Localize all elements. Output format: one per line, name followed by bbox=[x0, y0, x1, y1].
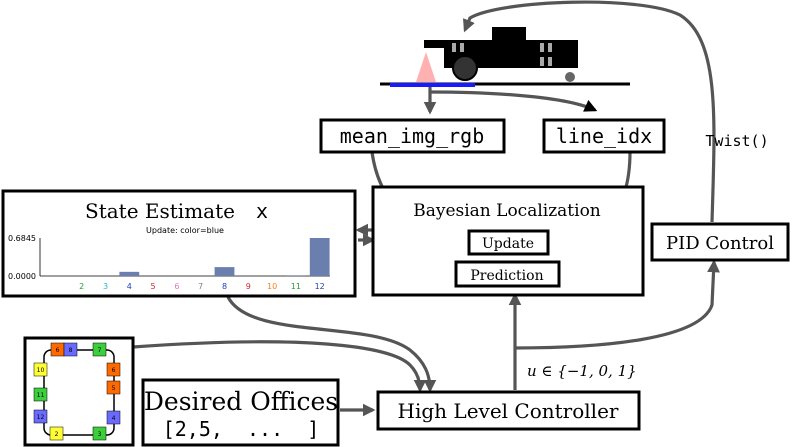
office-tile-label: 7 bbox=[98, 347, 102, 354]
high-level-controller-node: High Level Controller bbox=[376, 390, 641, 431]
office-tile bbox=[33, 387, 48, 402]
chart-title: Update: color=blue bbox=[146, 226, 224, 235]
bayesian-localization-panel: Bayesian Localization Update Prediction bbox=[371, 185, 645, 297]
desired-offices-list: [2,5, ... ] bbox=[163, 417, 320, 441]
arrow-state-to-controller bbox=[226, 296, 437, 393]
histogram-x-tick: 2 bbox=[79, 282, 84, 291]
line-idx-label: line_idx bbox=[556, 124, 652, 148]
office-tile bbox=[33, 362, 48, 377]
office-tile bbox=[106, 410, 121, 425]
prediction-label: Prediction bbox=[470, 268, 543, 284]
office-tile-label: 8 bbox=[69, 347, 73, 354]
robot-illustration bbox=[380, 27, 630, 87]
robot-caster bbox=[565, 72, 575, 82]
office-tile-label: 6 bbox=[56, 347, 60, 354]
office-tile-label: 2 bbox=[55, 431, 59, 438]
sensor-mount bbox=[424, 40, 444, 48]
histogram-bar bbox=[286, 275, 306, 276]
office-tile-label: 11 bbox=[37, 392, 45, 399]
office-tile bbox=[63, 342, 78, 357]
office-tile-label: 12 bbox=[37, 414, 45, 421]
histogram-bar bbox=[309, 238, 330, 276]
histogram-x-tick: 4 bbox=[127, 282, 132, 291]
robot-top bbox=[492, 27, 526, 41]
arrow-robot-to-line-idx bbox=[429, 90, 598, 112]
office-tile-label: 4 bbox=[112, 415, 116, 422]
pid-label: PID Control bbox=[666, 233, 774, 254]
controller-label: High Level Controller bbox=[398, 399, 619, 423]
update-label: Update bbox=[482, 236, 534, 252]
office-map: 6 8 7 10 6 5 11 12 4 2 3 bbox=[23, 336, 135, 447]
mean-img-rgb-label: mean_img_rgb bbox=[340, 124, 485, 148]
robot-wheel bbox=[452, 55, 478, 81]
office-tile bbox=[33, 409, 48, 424]
arrow-map-to-controller bbox=[132, 340, 427, 393]
prediction-box bbox=[454, 260, 561, 288]
control-set-label: u ∈ {−1, 0, 1} bbox=[527, 362, 637, 380]
histogram-x-tick: 8 bbox=[222, 282, 227, 291]
histogram-x-tick: 9 bbox=[246, 282, 251, 291]
desired-offices-node: Desired Offices [2,5, ... ] bbox=[141, 378, 340, 447]
state-histogram: Update: color=blue 2 3 4 5 6 7 8 9 10 11 12 0.0000 0… bbox=[8, 226, 330, 291]
histogram-x-tick: 11 bbox=[291, 282, 301, 291]
office-tile-label: 6 bbox=[112, 367, 116, 374]
histogram-x-tick: 6 bbox=[174, 282, 179, 291]
histogram-bar bbox=[119, 271, 140, 276]
histogram-x-tick: 5 bbox=[151, 282, 156, 291]
office-tiles: 6 8 7 10 6 5 11 12 4 2 3 bbox=[33, 342, 121, 441]
desired-offices-title: Desired Offices bbox=[144, 387, 338, 416]
line-idx-node: line_idx bbox=[542, 118, 666, 154]
state-estimate-panel: State Estimate x Update: color=blue 2 3 4 5… bbox=[1, 189, 357, 298]
twist-label: Twist() bbox=[705, 132, 768, 150]
sensor-cone bbox=[416, 52, 436, 82]
office-tile-label: 10 bbox=[37, 367, 45, 374]
state-estimate-title: State Estimate bbox=[85, 199, 235, 223]
histogram-bar bbox=[214, 267, 235, 276]
office-tile-label: 5 bbox=[112, 385, 116, 392]
office-tile bbox=[106, 362, 121, 377]
histogram-y-tick: 0.0000 bbox=[8, 272, 36, 281]
mean-img-rgb-node: mean_img_rgb bbox=[319, 118, 506, 154]
office-tile bbox=[92, 342, 107, 357]
histogram-x-tick: 3 bbox=[103, 282, 108, 291]
office-tile bbox=[106, 380, 121, 395]
histogram-x-tick: 10 bbox=[267, 282, 277, 291]
office-tile bbox=[92, 426, 107, 441]
office-tile bbox=[49, 426, 64, 441]
bayes-title: Bayesian Localization bbox=[413, 201, 601, 221]
update-box bbox=[467, 229, 550, 256]
histogram-x-tick: 7 bbox=[198, 282, 203, 291]
histogram-y-tick: 0.6845 bbox=[8, 234, 36, 243]
pid-control-node: PID Control bbox=[650, 222, 790, 262]
office-tile-label: 3 bbox=[98, 431, 102, 438]
arrow-controller-to-pid bbox=[514, 259, 720, 350]
state-estimate-variable: x bbox=[256, 199, 268, 223]
arrow-pid-to-robot bbox=[463, 0, 716, 223]
histogram-x-tick: 12 bbox=[315, 282, 325, 291]
